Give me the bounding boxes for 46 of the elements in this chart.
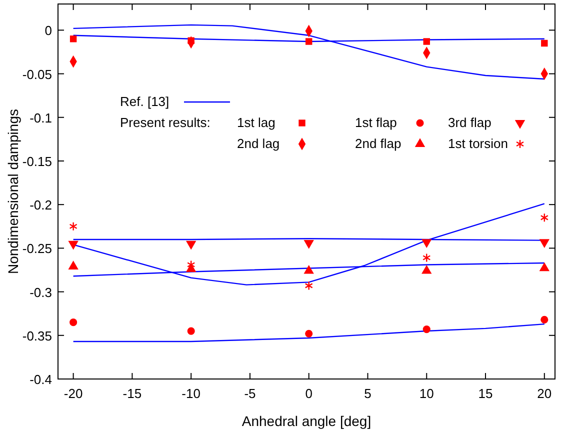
- point: [186, 240, 196, 250]
- x-tick-label: -20: [64, 386, 83, 401]
- y-tick-label: 0: [44, 23, 52, 38]
- legend-label: 1st flap: [355, 115, 397, 130]
- y-tick-label: -0.05: [22, 66, 52, 82]
- legend-label: 3rd flap: [448, 115, 492, 130]
- point: [70, 318, 78, 326]
- point: [422, 239, 432, 248]
- x-tick-label: 5: [364, 386, 372, 401]
- point: [187, 327, 195, 335]
- legend-label: 1st lag: [237, 115, 276, 130]
- x-tick-label: -15: [122, 386, 142, 401]
- y-tick-label: -0.1: [30, 110, 52, 126]
- y-tick-label: -0.2: [30, 198, 52, 213]
- point: [304, 240, 314, 249]
- point: [540, 316, 548, 324]
- x-tick-label: -5: [244, 386, 256, 401]
- point: [70, 36, 77, 42]
- legend-label: 2nd lag: [237, 136, 280, 151]
- point: [540, 213, 548, 222]
- x-tick-label: 0: [305, 386, 312, 401]
- point: [69, 222, 78, 232]
- x-axis-title: Anhedral angle [deg]: [242, 413, 372, 429]
- y-tick-label: -0.15: [22, 154, 52, 169]
- x-tick-label: 15: [478, 386, 493, 401]
- x-tick-label: 20: [537, 386, 552, 401]
- point: [304, 281, 313, 290]
- x-tick-label: 10: [419, 386, 434, 401]
- point: [422, 253, 431, 262]
- y-tick-label: -0.25: [22, 241, 52, 256]
- legend-label: 1st torsion: [448, 136, 508, 151]
- point: [539, 239, 550, 248]
- legend-label: Ref. [13]: [120, 94, 170, 109]
- y-tick-label: -0.3: [30, 284, 52, 300]
- point: [541, 40, 548, 47]
- point: [305, 330, 313, 338]
- point: [306, 38, 312, 45]
- point: [423, 38, 430, 45]
- y-tick-label: -0.35: [22, 328, 52, 344]
- legend-title: Present results:: [120, 115, 210, 130]
- point: [68, 240, 78, 250]
- x-tick-label: -10: [182, 386, 200, 401]
- y-axis-title: Nondimensional dampings: [5, 109, 21, 274]
- point: [422, 326, 430, 334]
- y-tick-label: -0.4: [30, 372, 52, 387]
- legend-label: 2nd flap: [355, 136, 402, 151]
